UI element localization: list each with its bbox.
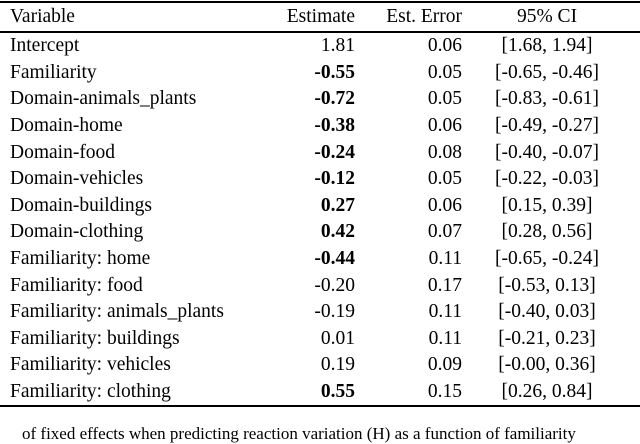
cell-ci: [-0.65, -0.46]: [495, 61, 599, 83]
table-row: Familiarity -0.55 0.05 [-0.65, -0.46]: [0, 60, 640, 87]
cell-est-error: 0.17: [427, 274, 462, 296]
cell-estimate: 1.81: [320, 35, 355, 57]
cell-estimate: -0.20: [314, 274, 355, 296]
cell-variable: Domain-animals_plants: [10, 88, 197, 110]
cell-est-error: 0.08: [427, 141, 462, 163]
cell-variable: Domain-vehicles: [10, 168, 144, 190]
cell-variable: Domain-buildings: [10, 194, 152, 216]
cell-ci: [-0.83, -0.61]: [495, 88, 599, 110]
cell-est-error: 0.05: [427, 61, 462, 83]
regression-results-table: Variable Estimate Est. Error 95% CI Inte…: [0, 1, 640, 408]
cell-estimate: 0.42: [320, 221, 355, 243]
cell-ci: [-0.00, 0.36]: [498, 354, 596, 376]
cell-est-error: 0.05: [427, 168, 462, 190]
cell-variable: Familiarity: [10, 61, 97, 83]
cell-estimate: -0.72: [314, 88, 355, 110]
cell-estimate: -0.24: [314, 141, 355, 163]
table-row: Familiarity: animals_plants -0.19 0.11 […: [0, 299, 640, 326]
cell-estimate: -0.38: [314, 115, 355, 137]
table-header: Variable Estimate Est. Error 95% CI: [0, 2, 640, 33]
cell-estimate: 0.27: [320, 194, 355, 216]
cell-variable: Domain-food: [10, 141, 116, 163]
cell-est-error: 0.06: [427, 35, 462, 57]
table-row: Familiarity: clothing 0.55 0.15 [0.26, 0…: [0, 379, 640, 407]
cell-est-error: 0.11: [428, 248, 462, 270]
column-header-est-error: Est. Error: [355, 2, 462, 33]
table-row: Familiarity: vehicles 0.19 0.09 [-0.00, …: [0, 352, 640, 379]
cell-est-error: 0.06: [427, 115, 462, 137]
cell-variable: Familiarity: clothing: [10, 381, 171, 403]
column-header-95-ci: 95% CI: [462, 2, 640, 33]
cell-estimate: -0.19: [314, 301, 355, 323]
cell-est-error: 0.07: [427, 221, 462, 243]
cell-ci: [-0.40, -0.07]: [495, 141, 599, 163]
cell-variable: Domain-home: [10, 115, 123, 137]
cell-ci: [1.68, 1.94]: [501, 35, 593, 57]
table-caption-clipped: of fixed effects when predicting reactio…: [22, 424, 576, 443]
table-header-row: Variable Estimate Est. Error 95% CI: [0, 2, 640, 33]
cell-ci: [-0.40, 0.03]: [498, 301, 596, 323]
column-header-estimate: Estimate: [255, 2, 355, 33]
cell-variable: Familiarity: animals_plants: [10, 301, 224, 323]
table-body: Intercept 1.81 0.06 [1.68, 1.94] Familia…: [0, 32, 640, 406]
cell-ci: [0.28, 0.56]: [501, 221, 593, 243]
cell-est-error: 0.06: [427, 194, 462, 216]
cell-variable: Familiarity: buildings: [10, 327, 180, 349]
cell-est-error: 0.11: [428, 301, 462, 323]
table-row: Domain-food -0.24 0.08 [-0.40, -0.07]: [0, 139, 640, 166]
table-row: Domain-buildings 0.27 0.06 [0.15, 0.39]: [0, 193, 640, 220]
cell-estimate: -0.55: [314, 61, 355, 83]
cell-ci: [-0.53, 0.13]: [498, 274, 596, 296]
cell-est-error: 0.11: [428, 327, 462, 349]
cell-ci: [0.15, 0.39]: [501, 194, 593, 216]
table-row: Familiarity: food -0.20 0.17 [-0.53, 0.1…: [0, 272, 640, 299]
cell-variable: Familiarity: home: [10, 248, 151, 270]
cell-estimate: -0.12: [314, 168, 355, 190]
table-row: Familiarity: buildings 0.01 0.11 [-0.21,…: [0, 326, 640, 353]
cell-estimate: 0.01: [320, 327, 355, 349]
cell-ci: [0.26, 0.84]: [501, 381, 593, 403]
cell-est-error: 0.15: [427, 381, 462, 403]
cell-est-error: 0.05: [427, 88, 462, 110]
table-row: Domain-vehicles -0.12 0.05 [-0.22, -0.03…: [0, 166, 640, 193]
cell-estimate: 0.19: [320, 354, 355, 376]
cell-variable: Familiarity: vehicles: [10, 354, 171, 376]
table-row: Domain-home -0.38 0.06 [-0.49, -0.27]: [0, 113, 640, 140]
table-row: Intercept 1.81 0.06 [1.68, 1.94]: [0, 32, 640, 60]
column-header-variable: Variable: [0, 2, 255, 33]
table-row: Familiarity: home -0.44 0.11 [-0.65, -0.…: [0, 246, 640, 273]
cell-variable: Intercept: [10, 35, 80, 57]
cell-ci: [-0.21, 0.23]: [498, 327, 596, 349]
cell-ci: [-0.22, -0.03]: [495, 168, 599, 190]
cell-ci: [-0.49, -0.27]: [495, 115, 599, 137]
cell-estimate: -0.44: [314, 248, 355, 270]
cell-est-error: 0.09: [427, 354, 462, 376]
cell-variable: Familiarity: food: [10, 274, 143, 296]
table-row: Domain-animals_plants -0.72 0.05 [-0.83,…: [0, 86, 640, 113]
cell-variable: Domain-clothing: [10, 221, 144, 243]
cell-estimate: 0.55: [320, 381, 355, 403]
cell-ci: [-0.65, -0.24]: [495, 248, 599, 270]
table-row: Domain-clothing 0.42 0.07 [0.28, 0.56]: [0, 219, 640, 246]
